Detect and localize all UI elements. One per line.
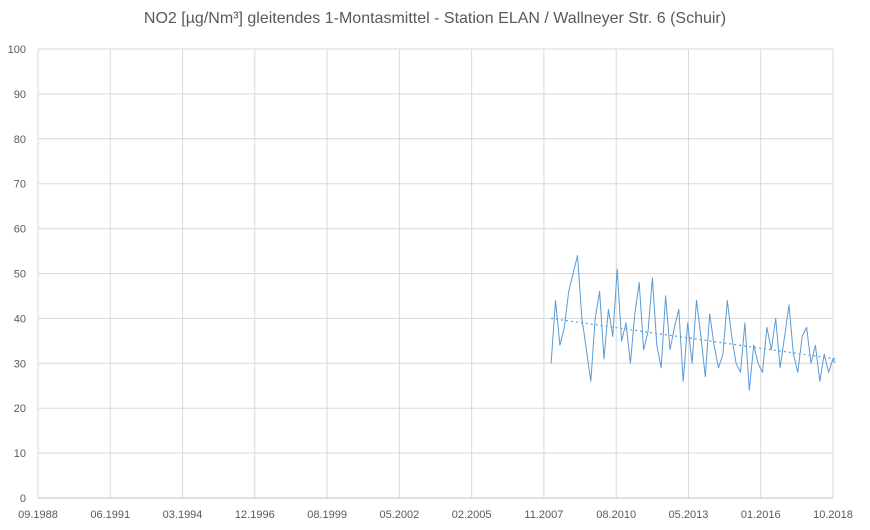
y-tick-label: 50 — [14, 269, 26, 281]
tick-labels: 0 10 20 30 40 50 60 70 80 90 100 09.1988 06.1991 03.1… — [8, 44, 853, 521]
y-tick-label: 70 — [14, 179, 26, 191]
y-tick-label: 90 — [14, 89, 26, 101]
y-tick-label: 40 — [14, 313, 26, 325]
chart-title: NO2 [µg/Nm³] gleitendes 1-Montasmittel -… — [143, 10, 727, 27]
x-tick-label: 12.1996 — [235, 509, 275, 521]
x-tick-label: 08.2010 — [596, 509, 636, 521]
y-tick-label: 60 — [14, 224, 26, 236]
grid-lines — [37, 48, 834, 498]
x-tick-label: 11.2007 — [524, 509, 563, 521]
x-tick-label: 01.2016 — [741, 509, 781, 521]
series-layer — [550, 255, 836, 391]
x-tick-label: 05.2002 — [379, 509, 419, 521]
x-tick-label: 08.1999 — [307, 509, 347, 521]
y-tick-label: 10 — [14, 448, 26, 460]
x-tick-label: 05.2013 — [669, 509, 709, 521]
x-tick-label: 09.1988 — [18, 509, 58, 521]
y-tick-label: 30 — [14, 358, 26, 370]
x-tick-label: 03.1994 — [163, 509, 203, 521]
y-tick-label: 0 — [20, 493, 26, 505]
y-tick-label: 80 — [14, 134, 26, 146]
y-tick-label: 100 — [8, 44, 26, 56]
x-tick-label: 02.2005 — [452, 509, 492, 521]
y-tick-label: 20 — [14, 403, 26, 415]
x-tick-label: 06.1991 — [90, 509, 130, 521]
no2-series-line — [550, 255, 836, 391]
x-tick-label: 10.2018 — [813, 509, 853, 521]
